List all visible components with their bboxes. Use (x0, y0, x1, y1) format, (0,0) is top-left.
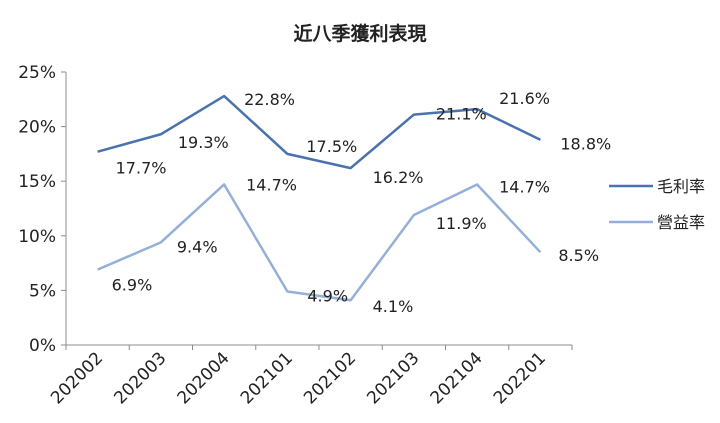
data-label: 9.4% (177, 237, 218, 256)
data-label: 8.5% (558, 246, 599, 265)
series-line-2 (97, 183, 542, 302)
x-tick-label: 202101 (237, 348, 297, 408)
data-label: 18.8% (560, 135, 611, 154)
y-tick-label: 15% (18, 172, 56, 192)
y-tick-label: 5% (29, 281, 56, 301)
data-label: 17.5% (306, 137, 357, 156)
x-tick-label: 202201 (490, 348, 550, 408)
data-label: 4.1% (373, 297, 414, 316)
series-line-1 (97, 94, 541, 170)
data-label: 19.3% (178, 133, 229, 152)
series-layer (97, 94, 542, 302)
x-tick-label: 202003 (110, 348, 170, 408)
legend-label: 營益率 (657, 213, 705, 232)
y-tick-label: 25% (18, 63, 56, 83)
x-tick-label: 202103 (363, 348, 423, 408)
chart-title: 近八季獲利表現 (293, 22, 426, 45)
y-tick-label: 0% (29, 336, 56, 356)
data-label: 17.7% (116, 159, 167, 178)
data-label: 14.7% (246, 175, 297, 194)
x-tick-label: 202004 (174, 348, 234, 408)
data-label: 16.2% (373, 168, 424, 187)
data-labels: 17.7% 19.3% 22.8% 17.5% 16.2% 21.1% 21.6% 18.8%… (112, 89, 612, 316)
x-tick-label: 202104 (427, 348, 487, 408)
x-tick-label: 202002 (47, 348, 107, 408)
data-label: 14.7% (499, 177, 550, 196)
legend-label: 毛利率 (657, 177, 705, 196)
data-label: 6.9% (112, 276, 153, 295)
x-tick-label: 202102 (300, 348, 360, 408)
data-label: 21.6% (499, 89, 550, 108)
y-tick-label: 10% (18, 227, 56, 247)
data-label: 11.9% (436, 214, 487, 233)
data-label: 21.1% (436, 105, 487, 124)
data-label: 4.9% (307, 286, 348, 305)
y-tick-label: 20% (18, 118, 56, 138)
data-label: 22.8% (244, 90, 295, 109)
